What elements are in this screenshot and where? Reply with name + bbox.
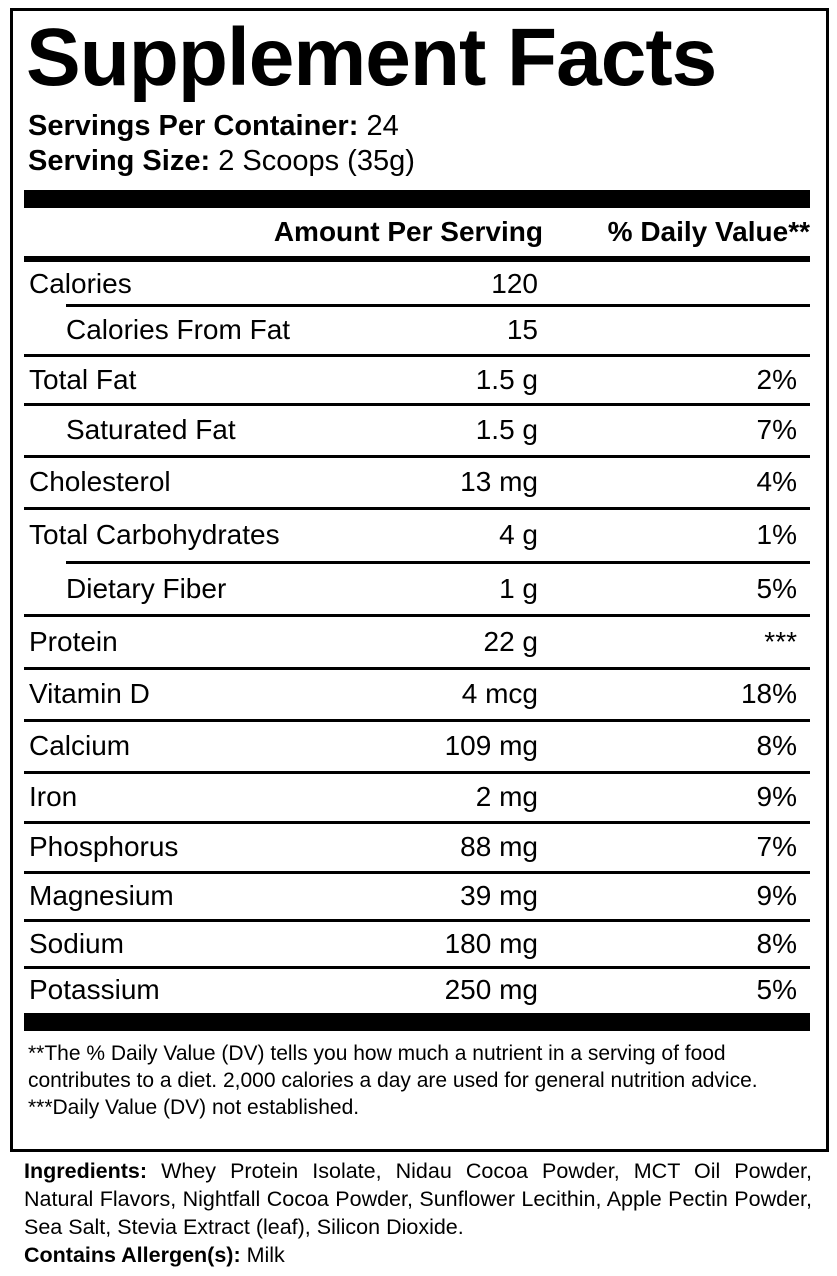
nutrient-label: Calories From Fat [66, 314, 291, 345]
nutrient-row: Iron 2 mg 9% [24, 772, 810, 824]
nutrient-amount: 180 mg [444, 928, 538, 959]
row-divider [24, 455, 810, 458]
not-established-footnote: ***Daily Value (DV) not established. [28, 1096, 360, 1119]
row-divider [66, 561, 810, 564]
nutrient-amount: 250 mg [444, 974, 538, 1005]
nutrient-label: Total Carbohydrates [29, 519, 280, 550]
nutrient-amount: 4 g [499, 519, 538, 550]
nutrient-row: Calcium 109 mg 8% [24, 720, 810, 774]
thick-divider-bottom [24, 1013, 810, 1031]
nutrient-label: Calcium [29, 730, 131, 761]
nutrient-row: Cholesterol 13 mg 4% [24, 456, 810, 510]
header-divider [24, 256, 810, 262]
servings-per-container-label: Servings Per Container: [28, 110, 359, 142]
nutrient-amount: 88 mg [460, 831, 538, 862]
nutrient-amount: 1.5 g [475, 364, 538, 395]
supplement-facts-panel [10, 8, 829, 1152]
nutrient-row: Magnesium 39 mg 9% [24, 872, 810, 922]
row-divider [24, 966, 810, 969]
nutrient-daily-value: 9% [756, 781, 797, 812]
nutrient-row: Vitamin D 4 mcg 18% [24, 668, 810, 722]
amount-per-serving-header: Amount Per Serving [273, 216, 543, 247]
nutrient-amount: 1 g [499, 573, 538, 604]
serving-size: Serving Size: 2 Scoops (35g) [28, 144, 415, 178]
nutrient-amount: 22 g [483, 626, 539, 657]
allergen-label: Contains Allergen(s): [24, 1243, 241, 1267]
nutrient-amount: 13 mg [460, 466, 538, 497]
nutrient-row: Total Fat 1.5 g 2% [24, 355, 810, 406]
ingredients-label: Ingredients: [24, 1159, 148, 1183]
nutrient-amount: 4 mcg [461, 678, 538, 709]
nutrient-label: Cholesterol [29, 466, 171, 497]
nutrient-daily-value: 4% [756, 466, 797, 497]
nutrient-row: Calories From Fat 15 [24, 305, 810, 357]
servings-per-container: Servings Per Container: 24 [28, 109, 399, 143]
nutrient-label: Vitamin D [29, 678, 150, 709]
thick-divider-top [24, 190, 810, 208]
nutrient-row: Protein 22 g *** [24, 615, 810, 670]
nutrient-daily-value: 8% [756, 928, 797, 959]
row-divider [24, 871, 810, 874]
row-divider [24, 403, 810, 406]
ingredients-section: Ingredients: Whey Protein Isolate, Nidau… [24, 1157, 812, 1269]
row-divider [24, 719, 810, 722]
nutrient-amount: 39 mg [460, 880, 538, 911]
nutrient-label: Protein [29, 626, 118, 657]
nutrient-amount: 1.5 g [475, 414, 538, 445]
nutrient-row: Calories 120 [24, 262, 810, 307]
nutrient-amount: 120 [491, 268, 538, 299]
nutrient-row: Dietary Fiber 1 g 5% [24, 562, 810, 617]
nutrient-daily-value: 1% [756, 519, 797, 550]
panel-title: Supplement Facts [26, 12, 717, 103]
row-divider [24, 771, 810, 774]
row-divider [24, 354, 810, 357]
daily-value-header: % Daily Value** [607, 216, 810, 247]
nutrient-daily-value: 8% [756, 730, 797, 761]
row-divider [24, 667, 810, 670]
nutrient-daily-value: 2% [756, 364, 797, 395]
nutrient-daily-value: 5% [756, 974, 797, 1005]
serving-size-label: Serving Size: [28, 145, 211, 177]
serving-size-value: 2 Scoops (35g) [218, 145, 415, 177]
nutrient-row: Saturated Fat 1.5 g 7% [24, 404, 810, 458]
daily-value-footnote: **The % Daily Value (DV) tells you how m… [28, 1042, 758, 1092]
nutrient-label: Phosphorus [29, 831, 179, 862]
row-divider [66, 304, 810, 307]
nutrient-row: Potassium 250 mg 5% [24, 967, 810, 1013]
row-divider [24, 821, 810, 824]
nutrient-amount: 109 mg [444, 730, 538, 761]
nutrient-amount: 2 mg [475, 781, 538, 812]
servings-per-container-value: 24 [366, 110, 399, 142]
nutrient-daily-value: 5% [756, 573, 797, 604]
nutrient-label: Dietary Fiber [66, 573, 227, 604]
nutrient-label: Magnesium [29, 880, 174, 911]
allergen-value: Milk [246, 1243, 285, 1267]
footnotes: **The % Daily Value (DV) tells you how m… [28, 1040, 808, 1121]
row-divider [24, 919, 810, 922]
nutrient-daily-value: 9% [756, 880, 797, 911]
nutrient-label: Potassium [29, 974, 160, 1005]
nutrient-label: Total Fat [29, 364, 137, 395]
nutrient-label: Sodium [29, 928, 124, 959]
nutrient-row: Sodium 180 mg 8% [24, 920, 810, 969]
nutrient-daily-value: 7% [756, 414, 797, 445]
nutrient-label: Saturated Fat [66, 414, 236, 445]
nutrient-daily-value: *** [764, 626, 797, 657]
nutrient-label: Calories [29, 268, 132, 299]
ingredients-text: Whey Protein Isolate, Nidau Cocoa Powder… [24, 1159, 812, 1239]
nutrient-amount: 15 [506, 314, 538, 345]
nutrient-daily-value: 18% [740, 678, 797, 709]
nutrient-daily-value: 7% [756, 831, 797, 862]
nutrient-row: Phosphorus 88 mg 7% [24, 822, 810, 874]
nutrient-row: Total Carbohydrates 4 g 1% [24, 508, 810, 564]
nutrient-label: Iron [29, 781, 78, 812]
row-divider [24, 507, 810, 510]
row-divider [24, 614, 810, 617]
